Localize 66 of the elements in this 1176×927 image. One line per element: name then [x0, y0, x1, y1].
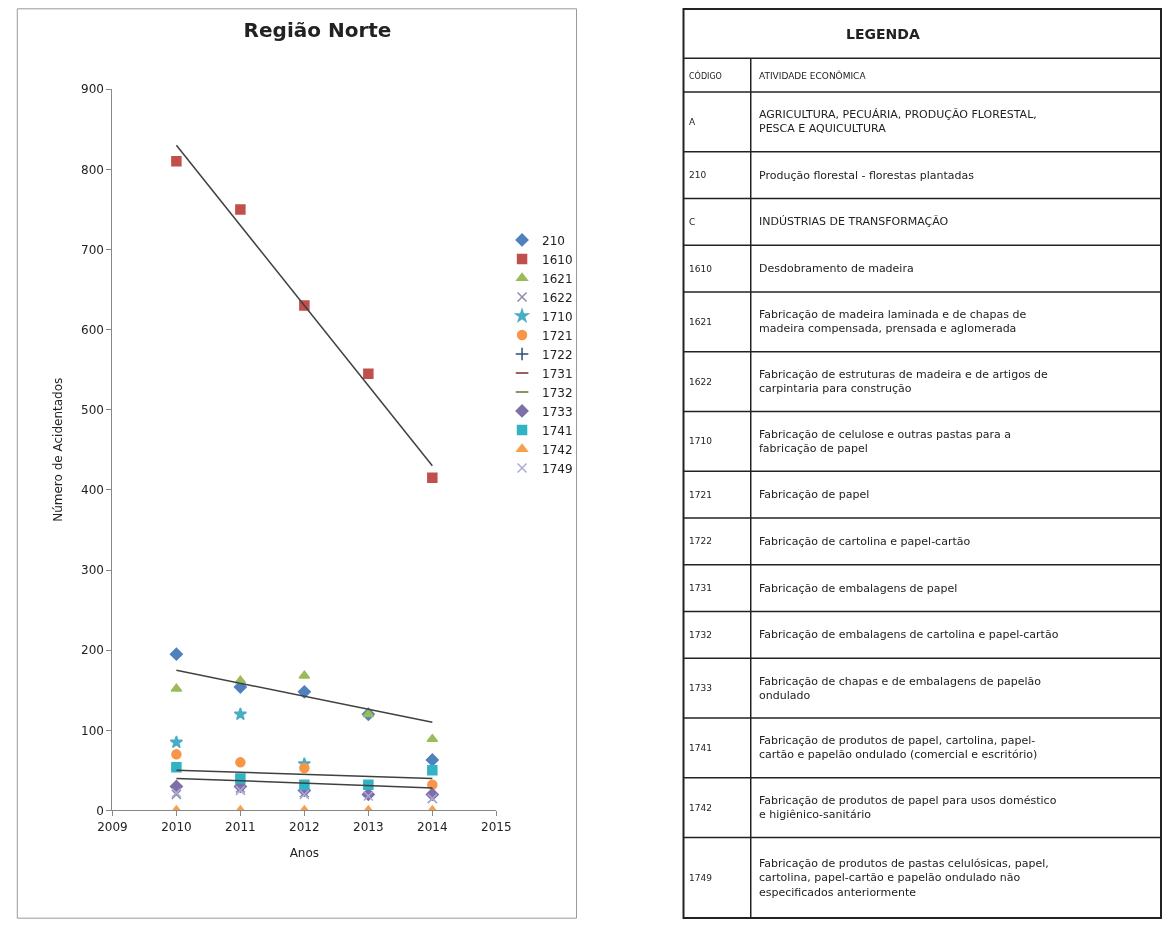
x-tick-label: 2015	[481, 819, 512, 834]
text: AGRICULTURA, PECUÁRIA, PRODUÇÃO FLORESTAL, PESCA E AQUICULTURA	[759, 108, 1037, 136]
x-tick-label: 2014	[417, 819, 448, 834]
text: 1710	[689, 436, 713, 446]
y-tick-label: 100	[81, 723, 105, 738]
text: A	[689, 117, 696, 127]
text: Fabricação de produtos de pastas celulósicas, papel, cartolina, papel-cartão e papelão ondulado não especificados anteriormente	[759, 857, 1049, 899]
legend-label: 1721	[542, 328, 573, 343]
text: 1622	[689, 377, 712, 387]
text: 1742	[689, 803, 712, 813]
y-axis-title: Número de Acidentados	[51, 377, 66, 522]
y-tick-label: 800	[81, 162, 105, 177]
y-tick-label: 500	[81, 402, 105, 417]
legend-label: 1621	[542, 271, 573, 286]
legend-label: 210	[542, 233, 565, 248]
text: 210	[689, 170, 707, 180]
y-tick-label: 300	[81, 563, 105, 578]
y-tick-label: 600	[81, 322, 105, 337]
text: Desdobramento de madeira	[759, 262, 914, 275]
chart-title: Região Norte	[243, 18, 392, 43]
text: Fabricação de embalagens de papel	[759, 582, 958, 595]
text: 1749	[689, 873, 713, 883]
y-tick-label: 700	[81, 242, 105, 257]
text: 1610	[689, 264, 713, 274]
text: LEGENDA	[846, 26, 920, 42]
legend-label: 1710	[542, 309, 573, 324]
text: 1721	[689, 490, 712, 500]
legend-label: 1610	[542, 252, 573, 267]
y-tick-label: 200	[81, 643, 105, 658]
text: 1741	[689, 743, 712, 753]
text: C	[689, 217, 696, 227]
legend-label: 1732	[542, 385, 573, 400]
text: Fabricação de cartolina e papel-cartão	[759, 535, 971, 548]
y-tick-label: 900	[81, 82, 105, 97]
text: 1621	[689, 317, 712, 327]
text: INDÚSTRIAS DE TRANSFORMAÇÃO	[759, 215, 949, 228]
legend-label: 1749	[542, 461, 573, 476]
text: Produção florestal - florestas plantadas	[759, 169, 975, 182]
legend-label: 1733	[542, 404, 573, 419]
text: Fabricação de produtos de papel, cartolina, papel-cartão e papelão ondulado (comercial e escritório)	[759, 734, 1038, 762]
legend-label: 1742	[542, 442, 573, 457]
text: 1732	[689, 630, 712, 640]
text: Fabricação de produtos de papel para usos doméstico e higiênico-sanitário	[759, 794, 1057, 822]
text: ATIVIDADE ECONÔMICA	[759, 70, 867, 81]
text: Fabricação de papel	[759, 488, 870, 501]
legend-label: 1731	[542, 366, 573, 381]
text: Fabricação de madeira laminada e de chapas de madeira compensada, prensada e aglomerada	[759, 308, 1027, 336]
text: CÓDIGO	[689, 70, 722, 81]
y-tick-label: 400	[81, 483, 105, 498]
text: 1731	[689, 583, 712, 593]
text: Fabricação de celulose e outras pastas para a fabricação de papel	[759, 428, 1012, 456]
legend-label: 1722	[542, 347, 573, 362]
x-tick-label: 2012	[289, 819, 320, 834]
x-tick-label: 2009	[97, 819, 128, 834]
text: Fabricação de estruturas de madeira e de artigos de carpintaria para construção	[759, 368, 1049, 396]
legend-label: 1622	[542, 290, 573, 305]
legend-label: 1741	[542, 423, 573, 438]
text: 1733	[689, 683, 712, 693]
x-tick-label: 2013	[353, 819, 384, 834]
x-tick-label: 2010	[161, 819, 192, 834]
text: Fabricação de chapas e de embalagens de papelão ondulado	[759, 675, 1042, 703]
x-tick-label: 2011	[225, 819, 256, 834]
text: Fabricação de embalagens de cartolina e papel-cartão	[759, 628, 1059, 641]
y-tick-label: 0	[96, 803, 105, 818]
text: 1722	[689, 536, 712, 546]
x-axis-title: Anos	[289, 845, 320, 860]
